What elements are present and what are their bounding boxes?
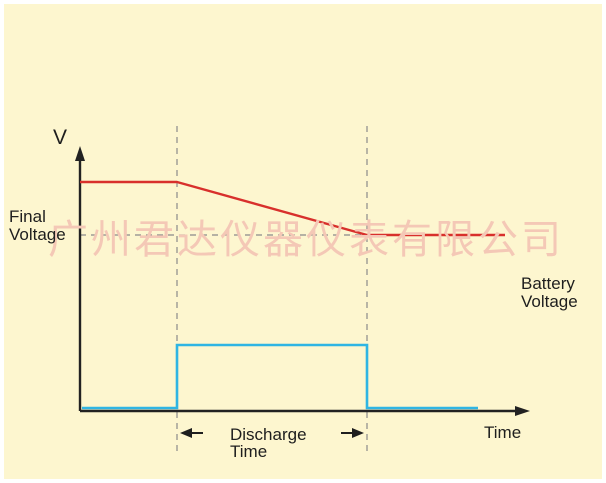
battery-voltage-line [80, 180, 505, 237]
battery-voltage-label-line1: Battery [521, 274, 575, 293]
discharge-time-label-line2: Time [230, 442, 268, 461]
final-voltage-label-line2: Voltage [9, 225, 66, 244]
background-panel [4, 4, 602, 479]
y-axis-label: V [53, 126, 68, 149]
discharge-right-arrow-icon [352, 428, 364, 438]
discharge-left-arrow-icon [180, 428, 192, 438]
discharge-signal-line [82, 343, 478, 410]
battery-voltage-label-line2: Voltage [521, 292, 578, 311]
y-axis-arrow-icon [75, 146, 85, 161]
final-voltage-label-line1: Final [9, 207, 46, 226]
discharge-time-label-line1: Discharge [230, 425, 307, 444]
x-axis-label: Time [484, 423, 522, 442]
x-axis-arrow-icon [515, 406, 530, 416]
